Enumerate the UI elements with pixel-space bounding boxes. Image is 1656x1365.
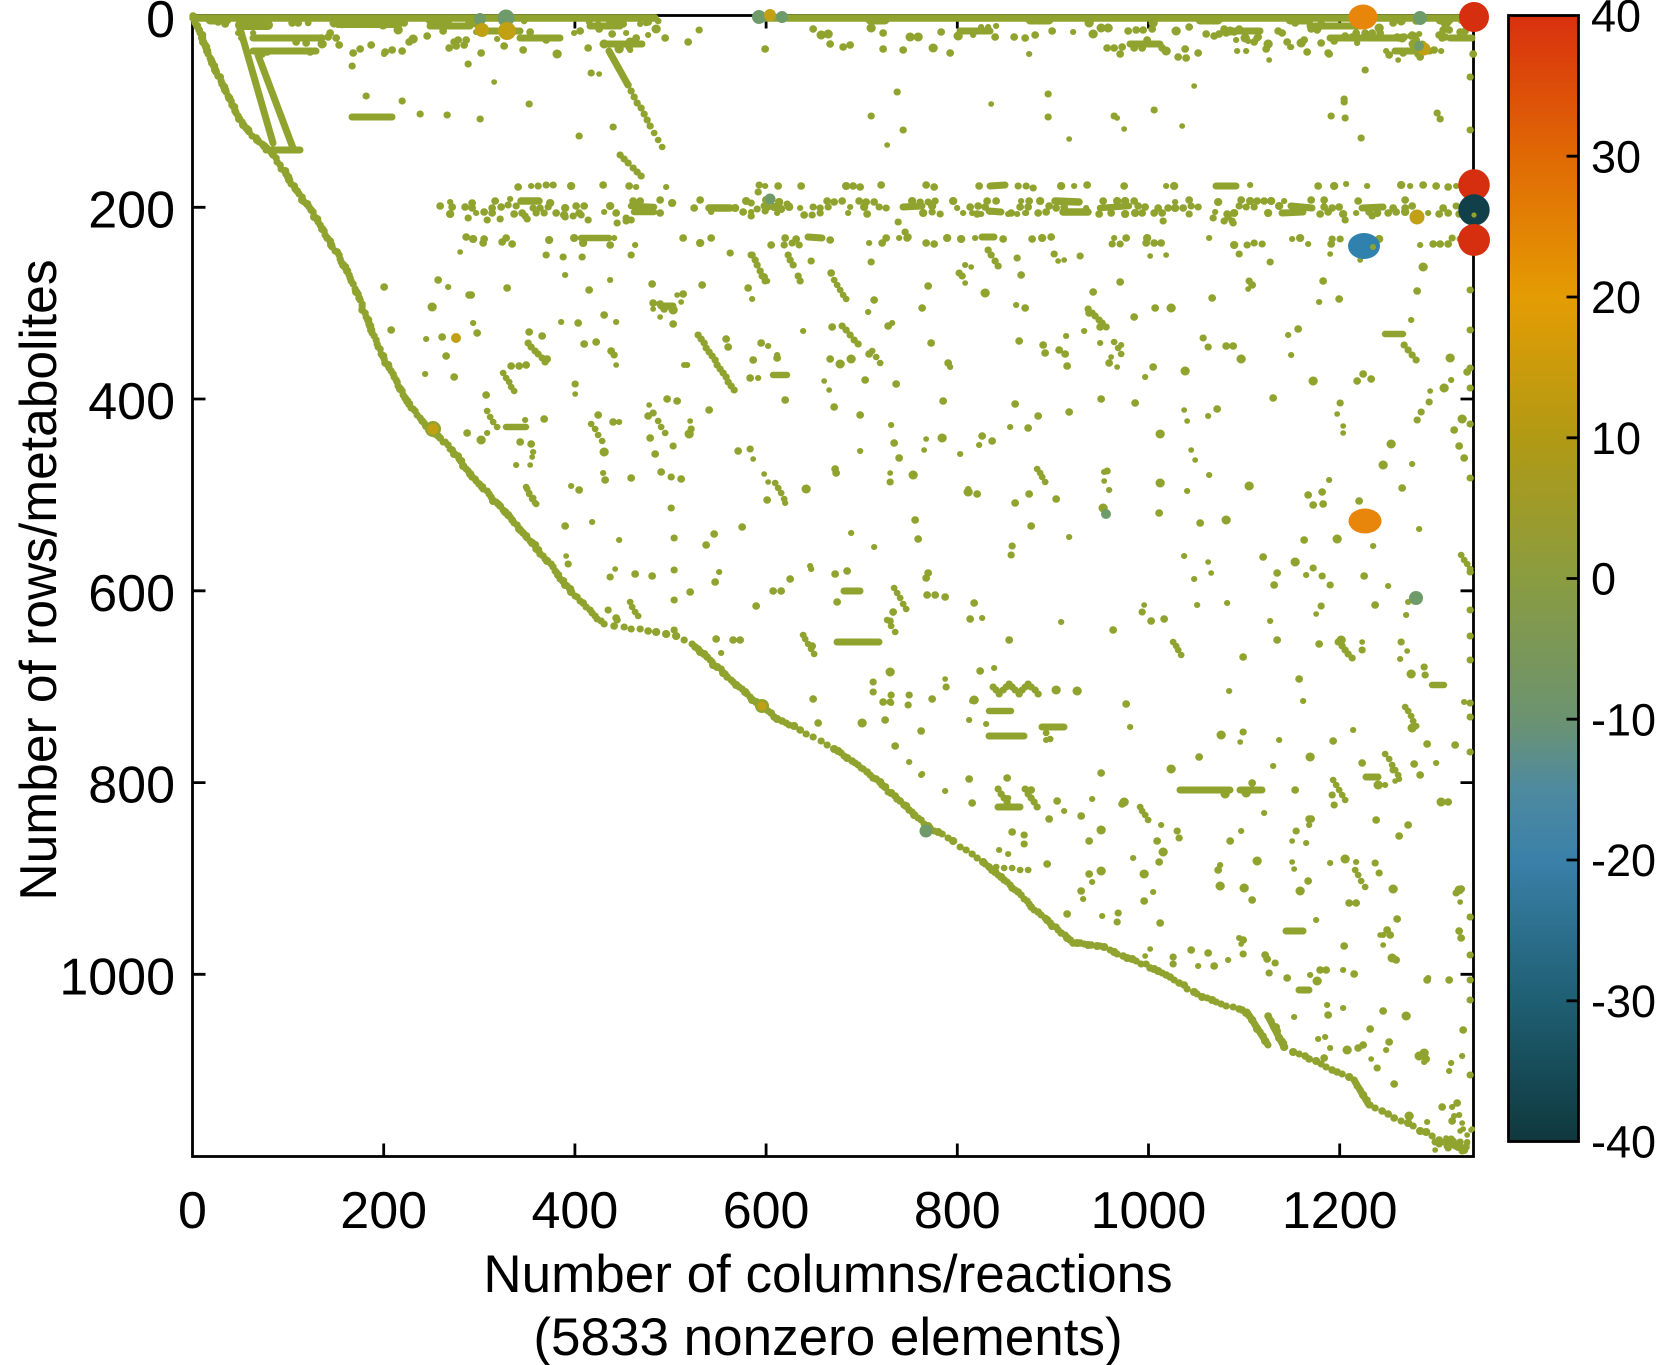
svg-text:30: 30 bbox=[1591, 131, 1641, 182]
svg-text:1000: 1000 bbox=[1091, 1182, 1207, 1240]
svg-text:200: 200 bbox=[88, 181, 175, 239]
svg-text:-30: -30 bbox=[1591, 976, 1656, 1027]
svg-text:1200: 1200 bbox=[1282, 1182, 1398, 1240]
svg-text:-20: -20 bbox=[1591, 835, 1656, 886]
svg-text:0: 0 bbox=[146, 0, 175, 49]
svg-text:10: 10 bbox=[1591, 413, 1641, 464]
svg-text:600: 600 bbox=[723, 1182, 810, 1240]
svg-text:400: 400 bbox=[88, 373, 175, 431]
svg-text:-40: -40 bbox=[1591, 1117, 1656, 1168]
svg-text:600: 600 bbox=[88, 565, 175, 623]
svg-text:0: 0 bbox=[178, 1182, 207, 1240]
svg-text:-10: -10 bbox=[1591, 694, 1656, 745]
svg-text:400: 400 bbox=[532, 1182, 619, 1240]
svg-text:Number of columns/reactions: Number of columns/reactions bbox=[483, 1245, 1172, 1304]
svg-text:200: 200 bbox=[340, 1182, 427, 1240]
svg-text:1000: 1000 bbox=[59, 948, 175, 1006]
svg-text:0: 0 bbox=[1591, 554, 1616, 605]
svg-text:800: 800 bbox=[914, 1182, 1001, 1240]
svg-text:800: 800 bbox=[88, 757, 175, 815]
svg-text:20: 20 bbox=[1591, 272, 1641, 323]
svg-text:40: 40 bbox=[1591, 0, 1641, 42]
svg-text:(5833 nonzero elements): (5833 nonzero elements) bbox=[533, 1308, 1122, 1365]
svg-text:Number of rows/metabolites: Number of rows/metabolites bbox=[9, 259, 67, 900]
